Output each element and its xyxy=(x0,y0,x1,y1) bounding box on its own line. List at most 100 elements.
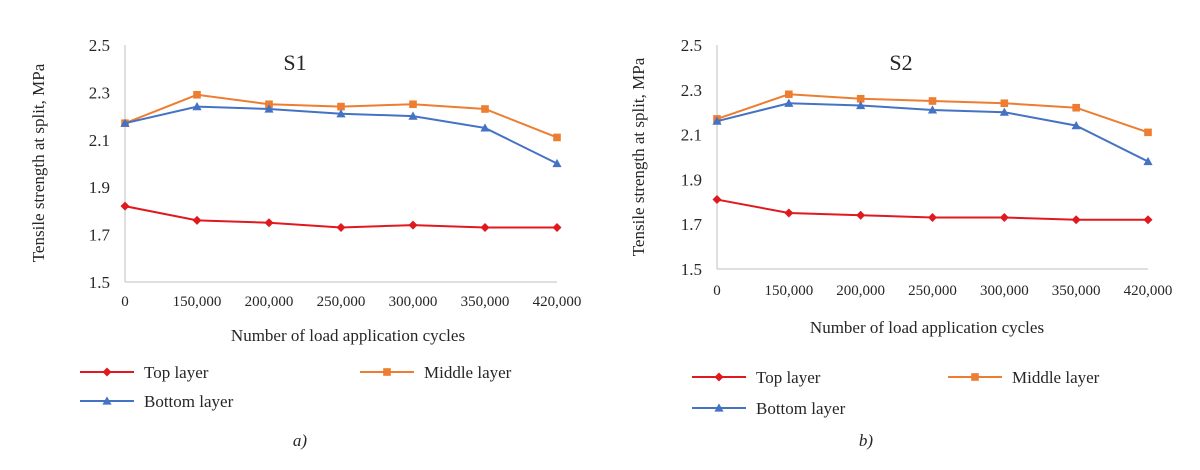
x-tick-label: 350,000 xyxy=(461,294,510,310)
data-point-top xyxy=(712,195,722,205)
data-point-bottom xyxy=(856,100,866,110)
data-point-middle xyxy=(1072,103,1080,112)
data-point-top xyxy=(999,212,1009,222)
series-bottom-layer xyxy=(712,98,1153,166)
data-point-middle xyxy=(265,100,273,109)
data-point-bottom xyxy=(552,158,562,168)
legend-marker xyxy=(102,396,112,405)
x-tick-label: 250,000 xyxy=(317,294,366,310)
data-point-middle xyxy=(193,90,201,99)
data-point-top xyxy=(120,201,130,211)
legend-item-bottom: Bottom layer xyxy=(692,399,846,418)
legend-item-bottom: Bottom layer xyxy=(80,392,234,411)
chart-panel-s2: 1.5 1.7 1.9 2.1 2.3 2.5 0 150,000 200,000 250,000… xyxy=(600,0,1200,470)
legend-marker xyxy=(971,373,979,381)
legend-item-top: Top layer xyxy=(692,368,821,387)
series-middle-layer xyxy=(713,90,1152,137)
legend-label: Bottom layer xyxy=(756,399,846,418)
legend-label: Top layer xyxy=(756,368,821,387)
data-point-top xyxy=(336,222,346,232)
x-tick-label: 250,000 xyxy=(908,283,957,299)
data-point-top xyxy=(856,210,866,220)
data-point-middle xyxy=(409,100,417,109)
chart-s2: 1.5 1.7 1.9 2.1 2.3 2.5 0 150,000 200,000 250,000… xyxy=(629,36,1173,450)
data-point-top xyxy=(192,215,202,225)
y-tick-label: 2.1 xyxy=(89,131,110,150)
legend-label: Middle layer xyxy=(424,363,512,382)
legend-marker xyxy=(714,372,724,382)
data-point-middle xyxy=(856,94,865,103)
data-point-bottom xyxy=(408,111,418,120)
x-axis-title: Number of load application cycles xyxy=(231,326,465,345)
data-point-middle xyxy=(553,133,561,142)
data-point-bottom xyxy=(1143,156,1153,166)
legend-item-middle: Middle layer xyxy=(948,368,1100,387)
y-tick-label: 1.9 xyxy=(89,178,110,197)
data-point-bottom xyxy=(999,107,1009,116)
x-tick-label: 0 xyxy=(121,294,129,310)
y-tick-label: 2.5 xyxy=(681,36,702,55)
data-point-bottom xyxy=(192,102,202,111)
data-point-bottom xyxy=(264,104,274,113)
x-tick-label: 300,000 xyxy=(980,283,1029,299)
legend-label: Middle layer xyxy=(1012,368,1100,387)
x-tick-label: 150,000 xyxy=(764,283,813,299)
panel-label: a) xyxy=(293,431,308,450)
x-tick-label: 420,000 xyxy=(533,294,582,310)
data-point-bottom xyxy=(712,116,722,125)
legend-marker xyxy=(383,368,391,376)
data-point-middle xyxy=(1000,99,1009,108)
x-tick-label: 200,000 xyxy=(836,283,885,299)
y-tick-label: 2.3 xyxy=(89,83,110,102)
x-tick-label: 350,000 xyxy=(1052,283,1101,299)
data-point-middle xyxy=(481,105,489,113)
x-tick-label: 0 xyxy=(713,283,721,299)
y-axis-title: Tensile strength at split, MPa xyxy=(629,57,648,256)
chart-title: S2 xyxy=(889,50,912,75)
data-point-middle xyxy=(928,97,937,105)
legend-label: Top layer xyxy=(144,363,209,382)
data-point-top xyxy=(784,208,794,218)
legend-item-middle: Middle layer xyxy=(360,363,512,382)
data-point-bottom xyxy=(480,123,490,132)
x-axis-title: Number of load application cycles xyxy=(810,318,1044,337)
data-point-top xyxy=(264,218,274,228)
data-point-bottom xyxy=(1071,121,1081,130)
series-top-layer xyxy=(712,195,1153,225)
data-point-top xyxy=(928,212,937,222)
data-point-top xyxy=(552,222,562,232)
x-tick-label: 150,000 xyxy=(173,294,222,310)
y-tick-label: 1.5 xyxy=(89,273,110,292)
data-point-bottom xyxy=(927,105,938,114)
legend-marker xyxy=(714,403,724,412)
legend-label: Bottom layer xyxy=(144,392,234,411)
y-tick-label: 1.7 xyxy=(89,226,111,245)
y-tick-label: 1.7 xyxy=(681,215,703,234)
chart-title: S1 xyxy=(283,50,306,75)
series-bottom-layer xyxy=(120,102,562,168)
data-point-bottom xyxy=(336,109,346,118)
x-tick-label: 420,000 xyxy=(1124,283,1173,299)
data-point-middle xyxy=(1144,128,1152,137)
x-tick-label: 200,000 xyxy=(245,294,294,310)
data-point-top xyxy=(408,220,418,230)
data-point-middle xyxy=(785,90,793,99)
data-point-bottom xyxy=(120,118,130,127)
y-axis-title: Tensile strength at split, MPa xyxy=(29,63,48,262)
data-point-bottom xyxy=(784,98,794,107)
legend-item-top: Top layer xyxy=(80,363,209,382)
panel-label: b) xyxy=(859,431,874,450)
data-point-top xyxy=(480,222,490,232)
y-tick-label: 2.3 xyxy=(681,81,702,100)
y-tick-label: 1.9 xyxy=(681,170,702,189)
data-point-middle xyxy=(337,102,345,111)
x-tick-label: 300,000 xyxy=(389,294,438,310)
data-point-top xyxy=(1071,215,1081,225)
y-tick-label: 2.5 xyxy=(89,36,110,55)
chart-panel-s1: 1.5 1.7 1.9 2.1 2.3 2.5 0 150,000 200,000 250,000… xyxy=(29,36,582,450)
legend-marker xyxy=(102,367,112,377)
y-tick-label: 2.1 xyxy=(681,126,702,145)
series-top-layer xyxy=(120,201,562,232)
chart-s1: 1.5 1.7 1.9 2.1 2.3 2.5 0 150,000 200,000 250,000… xyxy=(29,36,582,450)
y-tick-label: 1.5 xyxy=(681,260,702,279)
